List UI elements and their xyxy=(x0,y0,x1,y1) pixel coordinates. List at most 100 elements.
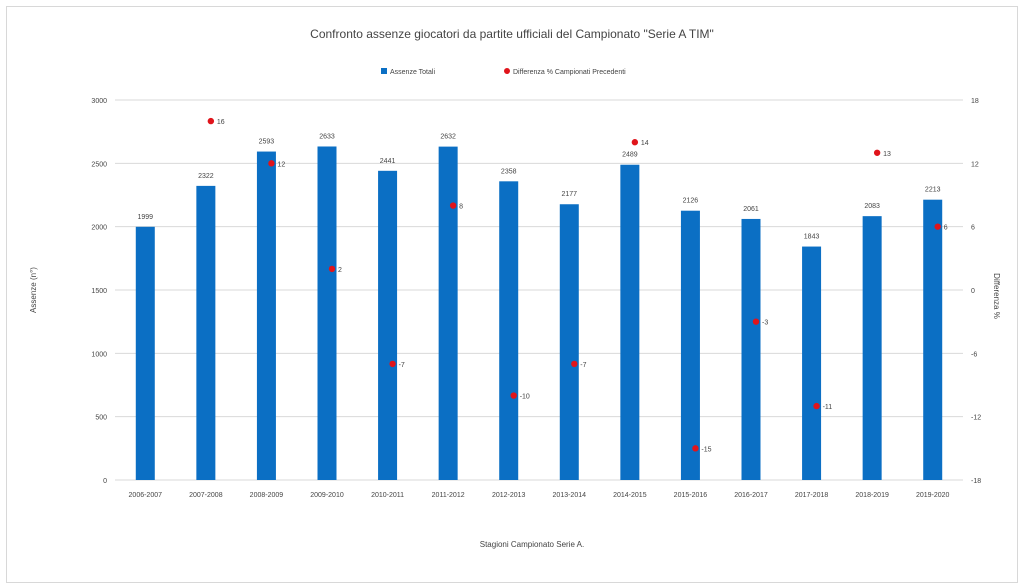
bar-series xyxy=(135,146,943,481)
x-tick-label: 2011-2012 xyxy=(432,492,465,499)
dot-point xyxy=(571,360,578,368)
dot-value-label: 12 xyxy=(277,161,285,168)
bar xyxy=(559,204,579,480)
dot-point xyxy=(631,139,639,146)
y2-tick-label: 18 xyxy=(971,98,979,105)
dot-value-label: -15 xyxy=(701,446,711,453)
bar xyxy=(135,226,155,480)
bar-value-label: 2358 xyxy=(501,168,517,175)
y2-tick-label: -12 xyxy=(971,415,981,422)
x-tick-label: 2017-2018 xyxy=(795,492,829,499)
bar-value-label: 2177 xyxy=(561,191,577,198)
bar-value-label: 2061 xyxy=(743,206,759,213)
bar-value-label: 2126 xyxy=(683,198,699,205)
bar-value-label: 2441 xyxy=(380,158,396,165)
dot-point xyxy=(449,202,457,209)
bar xyxy=(317,146,337,480)
dot-value-label: 8 xyxy=(459,204,463,211)
dot-value-label: -7 xyxy=(580,362,586,369)
y-tick-label: 2000 xyxy=(91,225,107,232)
y-axis-label: Assenze (n°) xyxy=(29,267,38,313)
legend-dot-swatch xyxy=(504,68,510,74)
x-tick-label: 2019-2020 xyxy=(916,492,950,499)
left-axis-ticks: 0 500 1000 1500 2000 2500 3000 xyxy=(91,98,107,485)
x-tick-label: 2007-2008 xyxy=(189,492,223,499)
dot-point xyxy=(752,318,760,325)
x-tick-label: 2013-2014 xyxy=(553,492,587,499)
bar-value-label: 2632 xyxy=(440,134,456,141)
bar xyxy=(923,199,943,481)
y-tick-label: 2500 xyxy=(91,161,107,168)
dot-point xyxy=(268,160,275,167)
x-tick-label: 2006-2007 xyxy=(129,492,163,499)
bar xyxy=(378,170,398,480)
dot-value-label: 14 xyxy=(641,140,649,147)
bar xyxy=(196,185,216,480)
y2-tick-label: 6 xyxy=(971,225,975,232)
bar-value-label: 1999 xyxy=(137,214,153,221)
legend-bar-swatch xyxy=(381,68,387,74)
bar-value-label: 2213 xyxy=(925,187,941,194)
dot-value-label: 16 xyxy=(217,119,225,126)
x-tick-label: 2010-2011 xyxy=(371,492,404,499)
dot-point xyxy=(692,445,699,452)
dot-point xyxy=(207,117,215,125)
bar-data-labels: 1999 2322 2593 2633 2441 2632 2358 2177 2489 2126… xyxy=(137,133,940,240)
legend: Assenze Totali Differenza % Campionati P… xyxy=(381,68,626,76)
x-tick-label: 2016-2017 xyxy=(734,492,768,499)
y2-tick-label: -18 xyxy=(971,478,981,485)
x-tick-label: 2008-2009 xyxy=(250,492,284,499)
x-tick-label: 2014-2015 xyxy=(613,492,647,499)
x-tick-label: 2012-2013 xyxy=(492,492,526,499)
dot-value-label: -10 xyxy=(520,394,530,401)
x-tick-label: 2009-2010 xyxy=(310,492,344,499)
bar-value-label: 2489 xyxy=(622,152,638,159)
y2-tick-label: 0 xyxy=(971,288,975,295)
dot-point xyxy=(934,223,941,230)
bar xyxy=(862,216,882,481)
dot-point xyxy=(873,149,881,156)
bar xyxy=(499,181,519,480)
y-tick-label: 1000 xyxy=(91,351,107,358)
dot-series xyxy=(207,117,941,452)
dot-value-label: -3 xyxy=(762,320,768,327)
dot-point xyxy=(389,360,396,368)
bar xyxy=(802,246,822,480)
dot-point xyxy=(813,402,820,410)
chart-title: Confronto assenze giocatori da partite u… xyxy=(310,27,714,41)
y2-tick-label: -6 xyxy=(971,351,977,358)
dot-value-label: 13 xyxy=(883,151,891,158)
dot-data-labels: 16 12 2 -7 8 -10 -7 14 -15 -3 -11 13 6 xyxy=(217,119,948,453)
legend-dot-label: Differenza % Campionati Precedenti xyxy=(513,69,626,76)
x-axis-label: Stagioni Campionato Serie A. xyxy=(480,540,585,549)
right-axis-ticks: -18 -12 -6 0 6 12 18 xyxy=(971,98,981,485)
bar-value-label: 2593 xyxy=(259,139,275,146)
y-tick-label: 1500 xyxy=(91,288,107,295)
bar xyxy=(438,146,458,480)
dot-value-label: -7 xyxy=(399,362,405,369)
bar-value-label: 1843 xyxy=(804,234,820,241)
bar-value-label: 2083 xyxy=(864,203,880,210)
bar xyxy=(620,164,640,480)
y-tick-label: 3000 xyxy=(91,98,107,105)
bar-value-label: 2322 xyxy=(198,173,214,180)
legend-bar-label: Assenze Totali xyxy=(390,69,435,76)
x-tick-label: 2018-2019 xyxy=(855,492,889,499)
dot-point xyxy=(510,392,517,399)
y2-axis-label: Differenza % xyxy=(992,273,1001,319)
x-tick-label: 2015-2016 xyxy=(674,492,708,499)
gridlines xyxy=(115,99,963,481)
bar xyxy=(680,210,700,480)
dot-point xyxy=(328,265,336,273)
y-tick-label: 0 xyxy=(103,478,107,485)
bar-value-label: 2633 xyxy=(319,133,335,140)
x-axis-ticks: 2006-2007 2007-2008 2008-2009 2009-2010 2010… xyxy=(129,492,950,499)
dot-value-label: -11 xyxy=(823,404,833,411)
y2-tick-label: 12 xyxy=(971,161,979,168)
bar xyxy=(256,151,276,480)
dot-value-label: 2 xyxy=(338,267,342,274)
bar xyxy=(741,218,761,480)
y-tick-label: 500 xyxy=(95,415,107,422)
dot-value-label: 6 xyxy=(944,225,948,232)
